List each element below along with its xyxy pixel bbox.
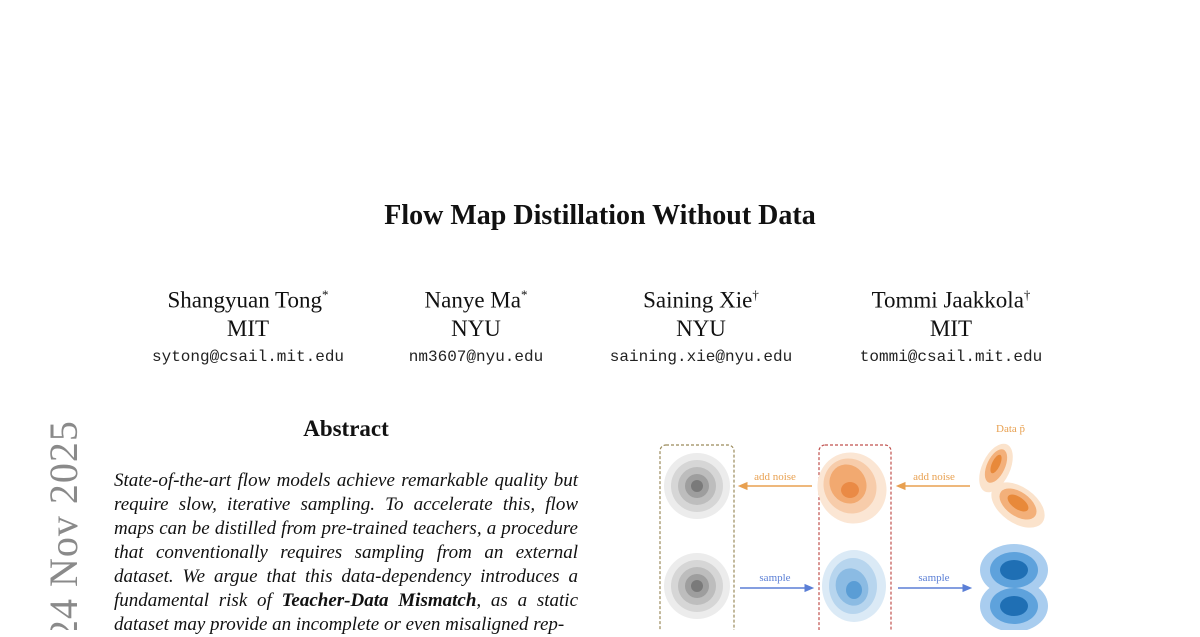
author-mark: * (322, 287, 329, 302)
arxiv-side-stamp: 24 Nov 2025 (20, 400, 110, 630)
sample-label-left: sample (759, 572, 790, 584)
noise-box (659, 444, 735, 636)
author-name: Nanye Ma (424, 287, 521, 313)
author-affiliation: NYU (451, 315, 501, 341)
abstract-text-before: State-of-the-art flow models achieve rem… (114, 470, 578, 611)
student-sample-blob (980, 544, 1048, 632)
author-mark: * (520, 287, 528, 302)
abstract-body: State-of-the-art flow models achieve rem… (114, 469, 578, 637)
side-stamp-text: 24 Nov 2025 (41, 420, 86, 630)
author-3: Saining Xie† NYU saining.xie@nyu.edu (551, 280, 851, 366)
author-affiliation: NYU (676, 315, 726, 341)
gaussian-noise-top (664, 453, 730, 519)
author-affiliation: MIT (226, 315, 270, 341)
author-mark: † (1023, 287, 1031, 302)
author-4: Tommi Jaakkola† MIT tommi@csail.mit.edu (801, 280, 1101, 366)
teaser-diagram: Data p̃ add noise add noise sample sampl… (659, 423, 1048, 636)
author-2: Nanye Ma* NYU nm3607@nyu.edu (326, 280, 626, 366)
gaussian-noise-bottom (664, 553, 730, 619)
author-mark: † (752, 287, 759, 302)
add-noise-label-left: add noise (754, 471, 796, 483)
author-1: Shangyuan Tong* MIT sytong@csail.mit.edu (98, 280, 398, 366)
author-name: Tommi Jaakkola (871, 287, 1024, 313)
teaser-figure: Data p̃ add noise add noise sample sampl… (640, 410, 1060, 636)
author-email[interactable]: tommi@csail.mit.edu (859, 347, 1043, 366)
abstract-heading: Abstract (303, 416, 389, 441)
author-name: Shangyuan Tong (167, 287, 323, 313)
noised-data-blob (817, 452, 887, 524)
author-name: Saining Xie (643, 287, 753, 313)
add-noise-label-right: add noise (913, 471, 955, 483)
paper-title: Flow Map Distillation Without Data (384, 200, 816, 231)
data-distribution-blob (979, 443, 1045, 528)
author-email[interactable]: sytong@csail.mit.edu (151, 347, 345, 366)
author-email[interactable]: saining.xie@nyu.edu (609, 347, 793, 366)
author-email[interactable]: nm3607@nyu.edu (408, 347, 544, 366)
teacher-sample-blob (822, 550, 886, 622)
author-affiliation: MIT (929, 315, 973, 341)
data-label: Data p̃ (996, 423, 1026, 435)
sample-label-right: sample (918, 572, 949, 584)
abstract-emphasis: Teacher-Data Mismatch (281, 590, 477, 611)
